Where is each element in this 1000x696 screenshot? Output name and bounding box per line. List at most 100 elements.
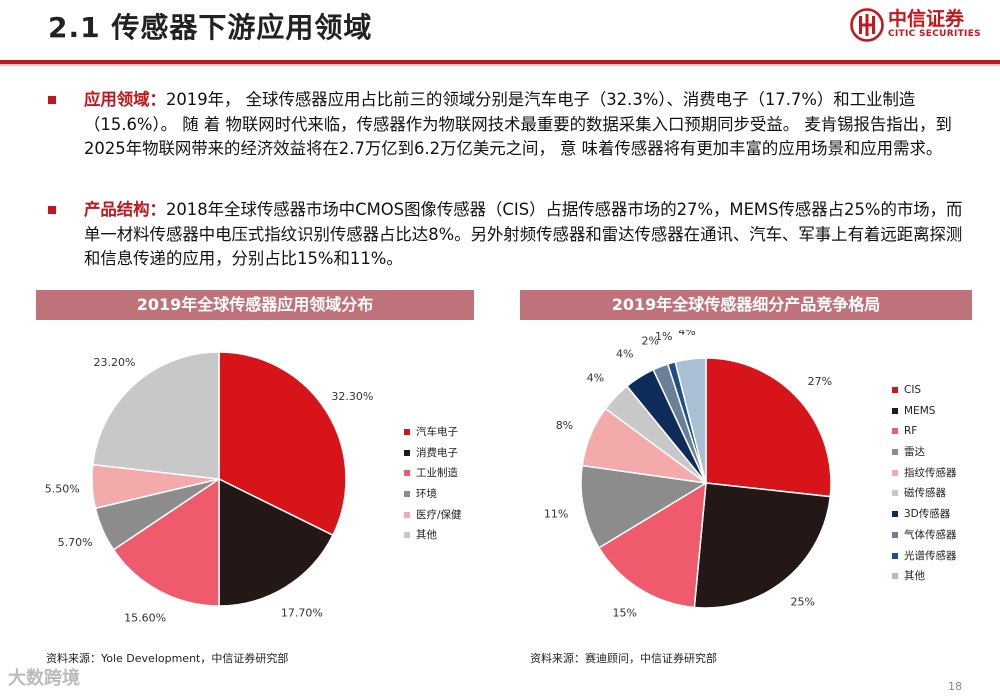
logo-name: 中信证券 (888, 8, 965, 30)
chart-title-banner: 2019年全球传感器细分产品竞争格局 (520, 290, 972, 320)
bullet-keyword: 产品结构： (84, 200, 166, 219)
legend-label: 汽车电子 (416, 426, 458, 438)
legend-item: 环境 (404, 484, 462, 505)
pie-data-label: 8% (556, 419, 573, 432)
legend-item: 磁传感器 (892, 483, 957, 504)
pie-data-label: 1% (655, 330, 672, 343)
legend-swatch (404, 511, 410, 518)
legend-item: 光谱传感器 (892, 546, 957, 567)
pie-data-label: 2% (641, 335, 658, 348)
chart-title-banner: 2019年全球传感器应用领域分布 (36, 290, 474, 320)
pie-slice (218, 351, 347, 537)
bullet-product-structure: 产品结构：2018年全球传感器市场中CMOS图像传感器（CIS）占据传感器市场的… (48, 198, 963, 274)
header: 2.1 传感器下游应用领域 中信证券 CITIC SECURITIES (0, 0, 1000, 62)
legend-item: CIS (892, 380, 957, 401)
header-divider-light (0, 64, 1000, 66)
pie-slice (91, 351, 220, 480)
pie-data-label: 15.60% (124, 612, 166, 625)
pie-chart-application: 32.30% 17.70% 15.60% 5.70% 5.50% 23.20% (45, 351, 373, 625)
pie-data-label: 4% (587, 371, 604, 384)
legend-swatch (892, 552, 898, 559)
legend-label: RF (904, 425, 918, 438)
pie-slice (218, 477, 334, 607)
legend-label: 磁传感器 (904, 487, 946, 500)
legend-item: MEMS (892, 401, 957, 422)
pie-slice (580, 464, 709, 549)
legend-swatch (892, 428, 898, 435)
citic-emblem-icon (850, 8, 884, 42)
legend-swatch (404, 429, 410, 435)
legend-swatch (404, 491, 410, 498)
legend-swatch (892, 573, 898, 580)
legend-label: 3D传感器 (904, 508, 951, 521)
legend-swatch (892, 469, 898, 476)
source-note: 资料来源：赛迪顾问，中信证券研究部 (530, 652, 717, 665)
legend-item: 指纹传感器 (892, 463, 957, 484)
legend-item: 雷达 (892, 442, 957, 463)
legend-swatch (892, 387, 898, 393)
legend-label: CIS (904, 384, 922, 396)
legend-item: 其他 (892, 566, 957, 587)
legend-swatch (892, 490, 898, 497)
pie-data-label: 5.70% (58, 536, 93, 549)
pie-slice (705, 357, 832, 498)
legend-swatch (892, 511, 898, 518)
pie-data-label: 27% (808, 375, 832, 388)
legend-item: 气体传感器 (892, 525, 957, 546)
chart-legend: CIS MEMS RF 雷达指纹传感器磁传感器 3D传感器气体传感器光谱传感器其他 (892, 380, 957, 587)
pie-slice (598, 481, 707, 609)
legend-label: 其他 (904, 570, 925, 583)
legend-item: 其他 (404, 525, 462, 546)
page-title: 2.1 传感器下游应用领域 (48, 11, 373, 44)
page-number: 18 (948, 680, 962, 693)
pie-data-label: 23.20% (93, 356, 135, 369)
legend-swatch (892, 449, 898, 456)
legend-label: 消费电子 (416, 446, 458, 459)
legend-label: 其他 (416, 529, 437, 542)
logo-subtitle: CITIC SECURITIES (888, 29, 981, 39)
citic-logo: 中信证券 CITIC SECURITIES (850, 2, 990, 50)
legend-label: 雷达 (904, 446, 925, 459)
legend-item: 汽车电子 (404, 422, 462, 443)
pie-data-label: 15% (613, 607, 637, 620)
legend-label: 气体传感器 (904, 528, 957, 541)
legend-item: RF (892, 421, 957, 442)
legend-swatch (892, 531, 898, 538)
legend-swatch (404, 470, 410, 477)
bullet-text: 应用领域：2019年， 全球传感器应用占比前三的领域分别是汽车电子（32.3%）… (84, 88, 964, 162)
bullet-application: 应用领域：2019年， 全球传感器应用占比前三的领域分别是汽车电子（32.3%）… (48, 88, 963, 188)
pie-data-label: 17.70% (281, 606, 323, 619)
watermark: 大数跨境 (8, 668, 80, 689)
legend-label: 光谱传感器 (904, 549, 957, 562)
pie-data-label: 4% (678, 330, 695, 338)
bullet-keyword: 应用领域： (84, 90, 166, 109)
pie-data-label: 25% (790, 596, 814, 609)
legend-item: 医疗/保健 (404, 505, 462, 526)
legend-label: 工业制造 (416, 467, 458, 480)
legend-swatch (404, 532, 410, 539)
pie-data-label: 4% (616, 347, 633, 360)
bullet-square-icon (48, 96, 56, 104)
pie-slice (674, 357, 707, 484)
legend-label: 医疗/保健 (416, 508, 462, 521)
legend-label: MEMS (904, 404, 936, 417)
pie-slice (112, 477, 220, 607)
legend-item: 工业制造 (404, 463, 462, 484)
pie-data-label: 32.30% (331, 390, 373, 403)
pie-data-label: 11% (544, 508, 568, 521)
bullet-body: 2018年全球传感器市场中CMOS图像传感器（CIS）占据传感器市场的27%，M… (84, 200, 963, 268)
bullet-body: 2019年， 全球传感器应用占比前三的领域分别是汽车电子（32.3%）、消费电子… (84, 90, 952, 158)
legend-item: 消费电子 (404, 443, 462, 464)
legend-label: 环境 (416, 488, 437, 501)
header-divider (0, 60, 1000, 64)
bullet-square-icon (48, 206, 56, 214)
legend-swatch (404, 449, 410, 456)
legend-item: 3D传感器 (892, 504, 957, 525)
legend-label: 指纹传感器 (904, 466, 957, 479)
chart-legend: 汽车电子消费电子工业制造环境医疗/保健其他 (404, 422, 462, 546)
pie-slice (693, 482, 832, 609)
legend-swatch (892, 407, 898, 414)
pie-chart-product: 27% 25% 15% 11% 8% 4% 4% 2%1% 4% (544, 330, 832, 620)
source-note: 资料来源：Yole Development，中信证券研究部 (46, 652, 289, 665)
bullet-text: 产品结构：2018年全球传感器市场中CMOS图像传感器（CIS）占据传感器市场的… (84, 198, 964, 272)
